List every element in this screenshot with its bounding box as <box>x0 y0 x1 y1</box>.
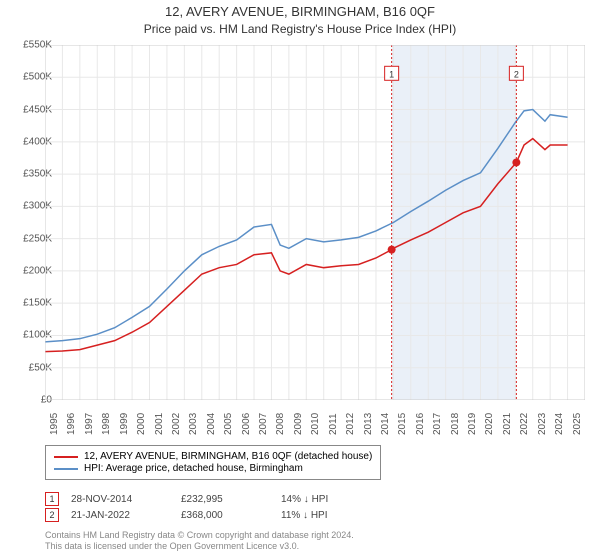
page-title: 12, AVERY AVENUE, BIRMINGHAM, B16 0QF <box>0 4 600 19</box>
x-tick-label: 2004 <box>206 413 217 435</box>
x-tick-label: 1996 <box>66 413 77 435</box>
x-tick-label: 2010 <box>310 413 321 435</box>
chart-container: 12, AVERY AVENUE, BIRMINGHAM, B16 0QF Pr… <box>0 0 600 560</box>
x-tick-label: 2012 <box>345 413 356 435</box>
x-tick-label: 2017 <box>432 413 443 435</box>
legend-row: HPI: Average price, detached house, Birm… <box>54 463 372 474</box>
sale-point <box>512 158 520 166</box>
x-tick-label: 2006 <box>241 413 252 435</box>
x-tick-label: 2000 <box>136 413 147 435</box>
x-tick-label: 2018 <box>450 413 461 435</box>
x-tick-label: 2014 <box>380 413 391 435</box>
marker-label-text: 1 <box>389 69 394 79</box>
sale-delta: 14% ↓ HPI <box>281 494 381 505</box>
sale-delta: 11% ↓ HPI <box>281 510 381 521</box>
attribution: Contains HM Land Registry data © Crown c… <box>45 530 354 552</box>
x-tick-label: 2008 <box>275 413 286 435</box>
chart-area: 12 <box>45 45 585 400</box>
x-tick-label: 1997 <box>84 413 95 435</box>
sale-price: £368,000 <box>181 510 281 521</box>
x-tick-label: 2003 <box>188 413 199 435</box>
legend-row: 12, AVERY AVENUE, BIRMINGHAM, B16 0QF (d… <box>54 451 372 462</box>
x-tick-label: 2002 <box>171 413 182 435</box>
attribution-line2: This data is licensed under the Open Gov… <box>45 541 354 552</box>
sale-date: 21-JAN-2022 <box>71 510 181 521</box>
sale-price: £232,995 <box>181 494 281 505</box>
x-tick-label: 2025 <box>572 413 583 435</box>
x-tick-label: 2015 <box>397 413 408 435</box>
sale-row: 1 28-NOV-2014£232,99514% ↓ HPI <box>45 492 381 506</box>
sales-table: 1 28-NOV-2014£232,99514% ↓ HPI 2 21-JAN-202… <box>45 490 381 524</box>
sale-marker: 2 <box>45 508 59 522</box>
x-tick-label: 1998 <box>101 413 112 435</box>
sale-row: 2 21-JAN-2022£368,00011% ↓ HPI <box>45 508 381 522</box>
sale-marker: 1 <box>45 492 59 506</box>
x-tick-label: 2021 <box>502 413 513 435</box>
x-tick-label: 2013 <box>363 413 374 435</box>
x-tick-label: 2007 <box>258 413 269 435</box>
x-tick-label: 2011 <box>328 413 339 435</box>
attribution-line1: Contains HM Land Registry data © Crown c… <box>45 530 354 541</box>
x-tick-label: 2016 <box>415 413 426 435</box>
x-tick-label: 1999 <box>119 413 130 435</box>
x-tick-label: 2001 <box>154 413 165 435</box>
legend-label: HPI: Average price, detached house, Birm… <box>84 463 303 474</box>
x-tick-label: 2023 <box>537 413 548 435</box>
x-tick-label: 2009 <box>293 413 304 435</box>
x-tick-label: 1995 <box>49 413 60 435</box>
sale-point <box>388 246 396 254</box>
marker-label-text: 2 <box>514 69 519 79</box>
x-tick-label: 2024 <box>554 413 565 435</box>
x-tick-label: 2022 <box>519 413 530 435</box>
page-subtitle: Price paid vs. HM Land Registry's House … <box>0 22 600 36</box>
legend-swatch <box>54 468 78 470</box>
x-tick-label: 2019 <box>467 413 478 435</box>
legend: 12, AVERY AVENUE, BIRMINGHAM, B16 0QF (d… <box>45 445 381 480</box>
legend-label: 12, AVERY AVENUE, BIRMINGHAM, B16 0QF (d… <box>84 451 372 462</box>
legend-swatch <box>54 456 78 458</box>
sale-date: 28-NOV-2014 <box>71 494 181 505</box>
chart-svg: 12 <box>45 45 585 400</box>
x-tick-label: 2005 <box>223 413 234 435</box>
x-tick-label: 2020 <box>484 413 495 435</box>
